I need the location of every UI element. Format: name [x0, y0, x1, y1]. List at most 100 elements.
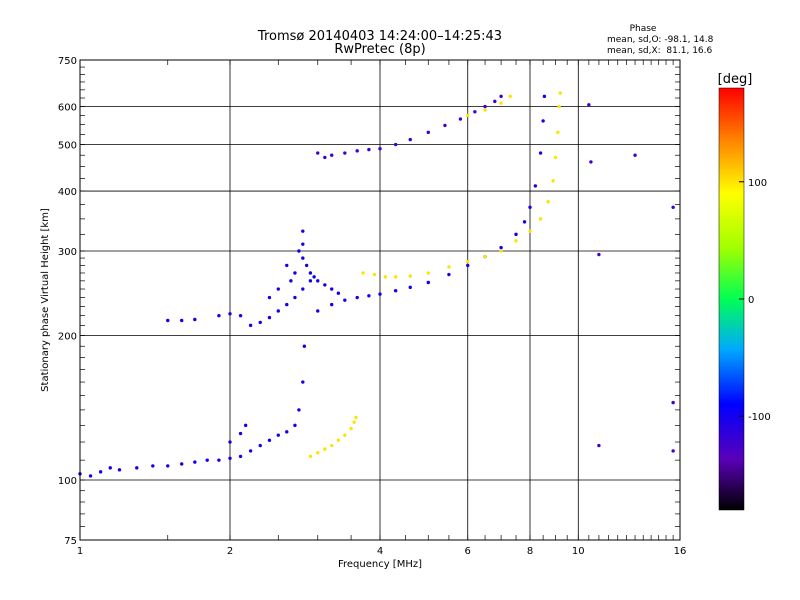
data-point [308, 279, 313, 283]
data-point [408, 137, 412, 142]
data-point [538, 151, 543, 155]
data-point [408, 274, 412, 278]
x-tick-label: 8 [527, 546, 533, 557]
y-tick-label: 750 [58, 56, 77, 67]
data-point [466, 113, 470, 118]
data-point [533, 184, 538, 188]
data-point [466, 263, 470, 268]
data-point [557, 104, 561, 109]
x-tick-label: 2 [227, 546, 233, 557]
colorbar-axis: 100 0 -100 [739, 178, 771, 423]
data-point [551, 179, 555, 183]
chart-title: Tromsø 20140403 14:24:00–14:25:43 [257, 29, 502, 44]
data-point [276, 287, 280, 291]
data-point [205, 458, 209, 462]
data-point [301, 380, 305, 384]
data-point [499, 249, 503, 253]
data-point [228, 312, 232, 316]
data-point [98, 470, 103, 474]
data-point [293, 271, 297, 275]
data-point [166, 464, 170, 468]
data-point [228, 440, 232, 444]
data-point [316, 451, 320, 455]
data-point [248, 449, 253, 453]
data-point [316, 151, 320, 155]
data-point [316, 309, 320, 313]
x-tick-label: 16 [674, 546, 687, 557]
data-point [367, 294, 371, 298]
data-point [355, 149, 359, 153]
x-axis: 1 2 4 6 8 10 16 [77, 60, 687, 557]
colorbar-tick-label: 100 [748, 178, 767, 189]
data-point [499, 245, 503, 250]
data-point [383, 275, 388, 279]
data-point [426, 271, 430, 275]
grid-lines [80, 60, 680, 540]
data-point [393, 142, 398, 147]
data-point [323, 283, 327, 287]
data-point [514, 239, 518, 243]
data-point [243, 423, 248, 428]
data-point [378, 292, 382, 296]
data-point [297, 249, 301, 253]
data-point [372, 272, 377, 277]
y-tick-label: 200 [58, 332, 77, 343]
data-point [166, 318, 170, 323]
data-point [514, 232, 518, 237]
y-tick-label: 300 [58, 247, 77, 258]
data-point [354, 415, 358, 420]
y-tick-label: 75 [64, 536, 77, 547]
data-point [301, 242, 305, 246]
data-point [361, 271, 365, 275]
x-tick-label: 1 [77, 546, 83, 557]
x-tick-label: 4 [377, 546, 383, 557]
data-point [393, 275, 398, 279]
data-point [238, 454, 243, 459]
data-point [597, 443, 601, 448]
data-point [633, 153, 637, 157]
data-point [483, 254, 487, 259]
data-point [88, 474, 93, 478]
data-point [293, 295, 297, 300]
data-point [308, 454, 313, 459]
data-point [426, 130, 430, 135]
data-point [248, 323, 253, 328]
data-point [180, 318, 184, 323]
data-point [556, 130, 560, 135]
data-point [483, 104, 487, 109]
data-point [558, 91, 562, 95]
data-point [355, 295, 359, 300]
data-point [367, 147, 371, 152]
data-point [458, 117, 463, 121]
data-point [151, 464, 155, 468]
data-point [276, 433, 280, 437]
data-point [301, 229, 305, 233]
data-point [330, 443, 334, 448]
data-point [323, 447, 327, 451]
x-axis-label: Frequency [MHz] [338, 559, 422, 570]
data-point [285, 263, 289, 268]
data-point [308, 271, 313, 275]
data-point [671, 449, 675, 453]
data-point [217, 313, 221, 318]
data-point [228, 456, 232, 460]
data-point [238, 313, 243, 318]
data-point [553, 155, 558, 160]
data-point [499, 101, 503, 105]
data-point [671, 205, 675, 209]
data-point [276, 309, 280, 313]
data-point [546, 200, 550, 204]
data-point [473, 110, 477, 114]
y-tick-label: 400 [58, 187, 77, 198]
data-point [352, 420, 356, 424]
x-tick-label: 10 [572, 546, 585, 557]
data-point [522, 220, 527, 224]
data-point [541, 119, 545, 123]
phase-stats-x: mean, sd,X: 81.1, 16.6 [607, 46, 713, 56]
phase-stats-o: mean, sd,O: -98.1, 14.8 [607, 35, 714, 45]
colorbar-tick-label: -100 [748, 412, 771, 423]
data-point [349, 426, 353, 431]
data-point [528, 229, 532, 233]
data-point [447, 265, 451, 269]
data-point [483, 108, 487, 112]
